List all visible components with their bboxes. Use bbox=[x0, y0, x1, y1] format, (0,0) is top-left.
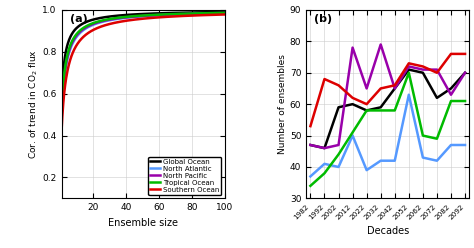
Southern Ocean bbox=[222, 13, 228, 16]
Tropical Ocean bbox=[192, 12, 198, 15]
North Pacific bbox=[137, 15, 143, 18]
Tropical Ocean bbox=[59, 110, 64, 113]
Global Ocean bbox=[192, 11, 198, 14]
North Atlantic bbox=[59, 116, 64, 119]
Global Ocean bbox=[156, 12, 162, 15]
Global Ocean bbox=[218, 11, 224, 14]
Southern Ocean bbox=[137, 18, 143, 21]
Line: Tropical Ocean: Tropical Ocean bbox=[62, 13, 225, 112]
Legend: Global Ocean, North Atlantic, North Pacific, Tropical Ocean, Southern Ocean: Global Ocean, North Atlantic, North Paci… bbox=[148, 156, 221, 195]
Global Ocean bbox=[222, 10, 228, 13]
North Pacific bbox=[222, 11, 228, 14]
North Atlantic bbox=[137, 15, 143, 18]
Southern Ocean bbox=[192, 14, 198, 17]
North Atlantic bbox=[136, 15, 142, 18]
North Pacific bbox=[147, 14, 153, 17]
Line: North Pacific: North Pacific bbox=[62, 13, 225, 115]
X-axis label: Ensemble size: Ensemble size bbox=[108, 218, 178, 228]
North Atlantic bbox=[156, 14, 162, 17]
North Atlantic bbox=[218, 12, 224, 15]
Tropical Ocean bbox=[137, 14, 143, 17]
North Pacific bbox=[59, 113, 64, 116]
North Atlantic bbox=[147, 14, 153, 17]
Tropical Ocean bbox=[147, 14, 153, 17]
Southern Ocean bbox=[136, 18, 142, 21]
North Pacific bbox=[156, 13, 162, 16]
X-axis label: Decades: Decades bbox=[366, 226, 409, 236]
Southern Ocean bbox=[156, 16, 162, 19]
North Pacific bbox=[136, 15, 142, 18]
Y-axis label: Number of ensembles: Number of ensembles bbox=[278, 54, 287, 154]
Global Ocean bbox=[147, 12, 153, 15]
Text: (a): (a) bbox=[70, 14, 88, 24]
Southern Ocean bbox=[218, 13, 224, 16]
Southern Ocean bbox=[147, 17, 153, 20]
Global Ocean bbox=[136, 13, 142, 16]
Global Ocean bbox=[137, 13, 143, 16]
Tropical Ocean bbox=[136, 14, 142, 17]
Line: Southern Ocean: Southern Ocean bbox=[62, 14, 225, 130]
Tropical Ocean bbox=[156, 13, 162, 16]
Text: (b): (b) bbox=[314, 14, 332, 24]
North Pacific bbox=[218, 12, 224, 15]
North Pacific bbox=[192, 12, 198, 15]
Y-axis label: Cor. of trend in CO$_2$ flux: Cor. of trend in CO$_2$ flux bbox=[27, 49, 40, 159]
Global Ocean bbox=[59, 97, 64, 100]
Line: Global Ocean: Global Ocean bbox=[62, 12, 225, 98]
Tropical Ocean bbox=[218, 11, 224, 14]
Tropical Ocean bbox=[222, 11, 228, 14]
Southern Ocean bbox=[59, 128, 64, 131]
North Atlantic bbox=[192, 12, 198, 15]
North Atlantic bbox=[222, 12, 228, 15]
Line: North Atlantic: North Atlantic bbox=[62, 13, 225, 117]
